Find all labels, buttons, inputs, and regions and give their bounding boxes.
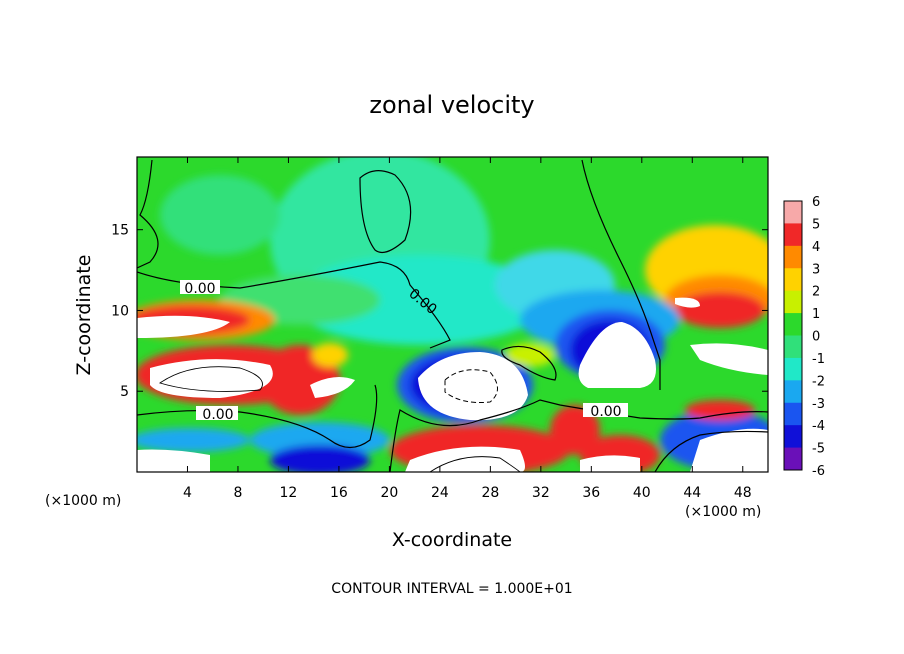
x-tick-label: 28 — [481, 485, 499, 501]
contour-label: 0.00 — [590, 404, 621, 420]
colorbar-tick-label: 5 — [812, 217, 820, 232]
x-tick-label: 20 — [380, 485, 398, 501]
x-tick-label: 44 — [683, 485, 701, 501]
colorbar-swatch — [784, 223, 802, 247]
x-unit-left: (×1000 m) — [45, 493, 121, 509]
colorbar-tick-label: -4 — [812, 419, 825, 434]
x-tick-label: 48 — [734, 485, 752, 501]
saturated-regions — [137, 297, 768, 472]
colorbar-swatch — [784, 402, 802, 426]
contour-label: 0.00 — [202, 407, 233, 423]
y-tick-label: 5 — [120, 384, 129, 400]
colorbar-swatch — [784, 425, 802, 449]
y-axis: 5 10 15 — [111, 223, 768, 400]
colorbar-tick-label: -1 — [812, 352, 825, 367]
colorbar-swatch — [784, 268, 802, 292]
colorbar-swatch — [784, 290, 802, 314]
colorbar-swatch — [784, 357, 802, 381]
colorbar-swatch — [784, 201, 802, 224]
colorbar-swatch — [784, 313, 802, 336]
x-tick-label: 40 — [633, 485, 651, 501]
colorbar-tick-label: 2 — [812, 285, 820, 300]
colorbar: 6 5 4 3 2 1 0 -1 -2 -3 -4 -5 -6 — [783, 195, 825, 479]
colorbar-tick-label: -3 — [812, 397, 825, 412]
colorbar-tick-label: 3 — [812, 262, 820, 277]
colorbar-tick-label: -2 — [812, 374, 825, 389]
x-unit-right: (×1000 m) — [685, 504, 761, 520]
x-tick-label: 24 — [431, 485, 449, 501]
velocity-field — [137, 157, 768, 472]
colorbar-tick-label: 0 — [812, 330, 820, 345]
x-axis: 4 8 12 16 20 24 28 32 36 40 44 48 — [183, 157, 752, 501]
x-tick-label: 36 — [582, 485, 600, 501]
x-tick-label: 4 — [183, 485, 192, 501]
negative-contour — [444, 369, 498, 403]
colorbar-swatch — [784, 335, 802, 359]
contour-label: 0.00 — [184, 281, 215, 297]
x-axis-label: X-coordinate — [392, 529, 512, 551]
colorbar-swatch — [784, 447, 802, 471]
y-tick-label: 15 — [111, 223, 129, 239]
colorbar-tick-label: -6 — [812, 464, 825, 479]
colorbar-tick-label: 6 — [812, 195, 820, 210]
colorbar-tick-label: 4 — [812, 240, 820, 255]
y-axis-label: Z-coordinate — [73, 255, 95, 376]
x-tick-label: 16 — [330, 485, 348, 501]
y-tick-label: 10 — [111, 303, 129, 319]
x-tick-label: 12 — [280, 485, 298, 501]
colorbar-swatch — [784, 245, 802, 269]
x-tick-label: 32 — [532, 485, 550, 501]
colorbar-tick-label: 1 — [812, 307, 820, 322]
colorbar-frame — [783, 200, 803, 471]
x-tick-label: 8 — [233, 485, 242, 501]
colorbar-tick-label: -5 — [812, 442, 825, 457]
plot-frame — [136, 156, 769, 473]
contour-interval-note: CONTOUR INTERVAL = 1.000E+01 — [331, 581, 572, 597]
chart-title: zonal velocity — [369, 91, 534, 119]
colorbar-swatch — [784, 380, 802, 404]
